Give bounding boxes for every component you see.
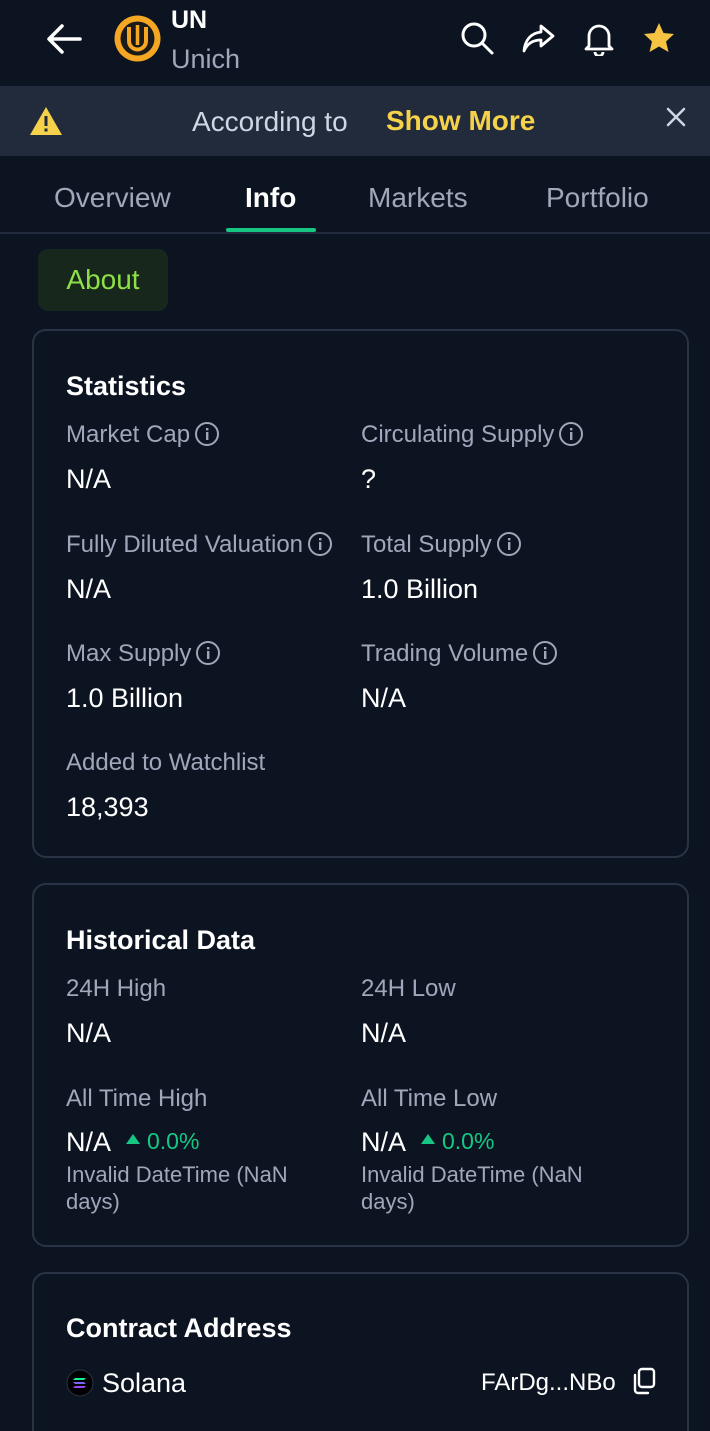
fdv-label-text: Fully Diluted Valuation	[66, 531, 304, 558]
market-cap-label: Market Cap	[66, 421, 220, 449]
market-cap-label-text: Market Cap	[66, 421, 191, 448]
historical-title: Historical Data	[66, 925, 256, 955]
max-supply-value: 1.0 Billion	[66, 683, 184, 713]
coin-name: Unich	[171, 44, 241, 74]
watchlist-value: 18,393	[66, 792, 149, 822]
info-icon[interactable]	[496, 531, 522, 557]
solana-icon	[66, 1369, 94, 1397]
contract-address-card: Contract Address Solana FArDg...NBo	[32, 1272, 689, 1431]
circulating-supply-label: Circulating Supply	[361, 421, 584, 449]
tab-bar: Overview Info Markets Portfolio	[0, 156, 710, 234]
caret-up-icon	[421, 1134, 435, 1144]
coin-logo	[114, 15, 161, 62]
ath-value: N/A	[66, 1127, 112, 1157]
total-supply-label: Total Supply	[361, 531, 522, 559]
search-icon[interactable]	[459, 20, 495, 56]
info-icon[interactable]	[532, 640, 558, 666]
circulating-supply-label-text: Circulating Supply	[361, 421, 555, 448]
high-24h-label: 24H High	[66, 975, 167, 1002]
copy-icon[interactable]	[631, 1367, 657, 1395]
warning-icon	[30, 107, 62, 135]
watchlist-label: Added to Watchlist	[66, 749, 266, 776]
atl-date: Invalid DateTime (NaN days)	[361, 1162, 583, 1214]
back-arrow-icon[interactable]	[44, 20, 84, 58]
about-chip[interactable]: About	[38, 249, 168, 311]
top-bar: UN Unich	[0, 0, 710, 86]
active-tab-indicator	[226, 228, 316, 232]
tab-overview[interactable]: Overview	[54, 182, 171, 213]
close-icon[interactable]	[664, 105, 688, 129]
tab-info[interactable]: Info	[245, 182, 297, 213]
contract-address-value[interactable]: FArDg...NBo	[481, 1369, 616, 1396]
ath-label: All Time High	[66, 1085, 208, 1112]
trading-volume-value: N/A	[361, 683, 407, 713]
total-supply-label-text: Total Supply	[361, 531, 492, 558]
info-icon[interactable]	[558, 421, 584, 447]
statistics-title: Statistics	[66, 371, 187, 401]
max-supply-label: Max Supply	[66, 640, 221, 668]
total-supply-value: 1.0 Billion	[361, 574, 479, 604]
low-24h-label: 24H Low	[361, 975, 456, 1002]
tab-markets[interactable]: Markets	[368, 182, 468, 213]
max-supply-label-text: Max Supply	[66, 640, 192, 667]
ath-change: 0.0%	[147, 1128, 200, 1154]
bell-icon[interactable]	[581, 20, 617, 56]
star-icon[interactable]	[641, 20, 677, 56]
high-24h-value: N/A	[66, 1018, 112, 1048]
low-24h-value: N/A	[361, 1018, 407, 1048]
show-more-link[interactable]: Show More	[386, 105, 536, 136]
atl-label: All Time Low	[361, 1085, 498, 1112]
fdv-label: Fully Diluted Valuation	[66, 531, 333, 559]
coin-symbol: UN	[171, 6, 208, 34]
banner-text: According to	[192, 106, 348, 137]
info-icon[interactable]	[194, 421, 220, 447]
fdv-value: N/A	[66, 574, 112, 604]
contract-title: Contract Address	[66, 1313, 292, 1343]
info-icon[interactable]	[307, 531, 333, 557]
caret-up-icon	[126, 1134, 140, 1144]
trading-volume-label: Trading Volume	[361, 640, 558, 668]
historical-data-card: Historical Data 24H High N/A 24H Low N/A…	[32, 883, 689, 1247]
chain-name: Solana	[102, 1368, 187, 1398]
market-cap-value: N/A	[66, 464, 112, 494]
notice-banner: According to Show More	[0, 86, 710, 156]
tab-portfolio[interactable]: Portfolio	[546, 182, 649, 213]
atl-change: 0.0%	[442, 1128, 495, 1154]
statistics-card: Statistics Market Cap N/A Circulating Su…	[32, 329, 689, 858]
trading-volume-label-text: Trading Volume	[361, 640, 529, 667]
ath-date: Invalid DateTime (NaN days)	[66, 1162, 288, 1214]
share-icon[interactable]	[520, 20, 556, 56]
circulating-supply-value: ?	[361, 464, 377, 494]
info-icon[interactable]	[195, 640, 221, 666]
atl-value: N/A	[361, 1127, 407, 1157]
